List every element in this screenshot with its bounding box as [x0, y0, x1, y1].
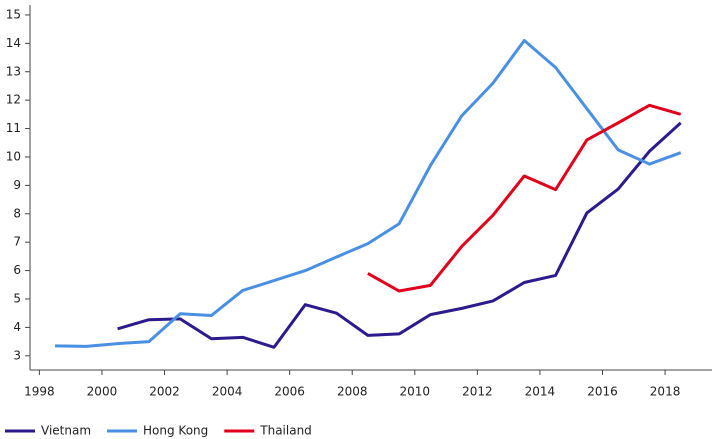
- x-tick-label: 2016: [587, 385, 618, 399]
- legend-label: Thailand: [259, 424, 312, 438]
- y-tick-label: 8: [13, 206, 21, 220]
- x-tick-label: 2014: [525, 385, 556, 399]
- y-tick-label: 4: [13, 320, 21, 334]
- y-tick-label: 7: [13, 235, 21, 249]
- series-line: [117, 121, 682, 349]
- y-tick-label: 11: [6, 121, 21, 135]
- x-tick-label: 1998: [24, 385, 55, 399]
- y-tick-label: 10: [6, 149, 21, 163]
- x-tick-label: 2006: [274, 385, 305, 399]
- series-line: [367, 103, 682, 293]
- y-tick-label: 3: [13, 348, 21, 362]
- y-tick-label: 6: [13, 263, 21, 277]
- x-tick-label: 2008: [337, 385, 368, 399]
- y-tick-label: 12: [6, 93, 21, 107]
- y-tick-label: 9: [13, 178, 21, 192]
- x-tick-label: 2000: [87, 385, 118, 399]
- y-tick-label: 14: [6, 36, 21, 50]
- x-tick-label: 2018: [650, 385, 681, 399]
- x-tick-label: 2012: [462, 385, 493, 399]
- y-tick-label: 15: [6, 7, 21, 21]
- x-tick-label: 2002: [149, 385, 180, 399]
- x-tick-label: 2010: [400, 385, 431, 399]
- legend-label: Hong Kong: [143, 424, 208, 438]
- series-line: [55, 39, 682, 348]
- legend-label: Vietnam: [41, 424, 91, 438]
- y-tick-label: 13: [6, 64, 21, 78]
- x-tick-label: 2004: [212, 385, 243, 399]
- y-tick-label: 5: [13, 291, 21, 305]
